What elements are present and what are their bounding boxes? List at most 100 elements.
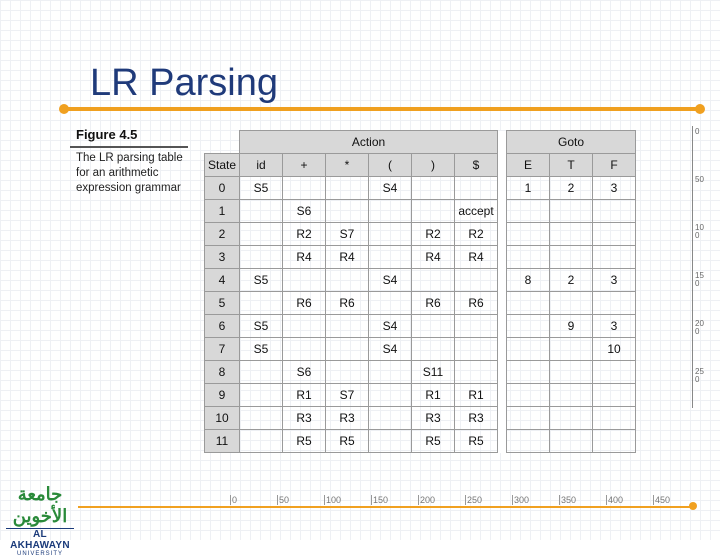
action-cell — [368, 429, 412, 453]
table-row: 3 R4 R4 R4 R4 — [204, 245, 636, 269]
vertical-ruler-label: 250 — [695, 367, 704, 384]
action-cell: S7 — [325, 383, 369, 407]
horizontal-ruler-label: 150 — [371, 495, 389, 505]
row-gap-cell — [497, 360, 507, 384]
footer-rule-dot — [689, 502, 697, 510]
action-cell — [454, 314, 498, 338]
action-column-header: $ — [454, 153, 498, 177]
action-cell — [325, 176, 369, 200]
table-row: 1 S6 accept — [204, 199, 636, 223]
vertical-ruler-label: 100 — [695, 223, 704, 240]
header-blank-cell — [205, 131, 240, 154]
row-gap-cell — [497, 222, 507, 246]
action-cell — [454, 268, 498, 292]
state-cell: 6 — [204, 314, 240, 338]
vertical-ruler-label: 0 — [695, 127, 700, 136]
action-cell — [325, 314, 369, 338]
footer-rule — [78, 506, 694, 508]
action-cell — [368, 406, 412, 430]
action-cell — [239, 245, 283, 269]
goto-cell: 2 — [549, 176, 593, 200]
goto-cell — [549, 245, 593, 269]
action-cell: R5 — [454, 429, 498, 453]
university-logo: جامعة الأخوين AL AKHAWAYN UNIVERSITY — [6, 484, 74, 557]
goto-cell — [506, 406, 550, 430]
action-cell: R2 — [454, 222, 498, 246]
action-cell: R4 — [411, 245, 455, 269]
rule-left-dot — [59, 104, 69, 114]
figure-caption: The LR parsing table for an arithmetic e… — [76, 152, 183, 194]
action-cell: R6 — [411, 291, 455, 315]
action-cell: S4 — [368, 314, 412, 338]
table-group-header-row: Action Goto — [205, 130, 636, 154]
action-cell — [239, 199, 283, 223]
goto-cell — [506, 360, 550, 384]
action-cell — [368, 222, 412, 246]
action-cell: R6 — [454, 291, 498, 315]
action-cell — [239, 291, 283, 315]
goto-cell — [592, 245, 636, 269]
goto-cell — [592, 383, 636, 407]
figure-rule — [70, 146, 188, 148]
action-cell — [325, 360, 369, 384]
goto-cell: 10 — [592, 337, 636, 361]
action-cell: R5 — [411, 429, 455, 453]
horizontal-ruler: 0 50 100 150 200 250 300 350 400 450 — [230, 495, 690, 505]
action-cell: S4 — [368, 268, 412, 292]
horizontal-ruler-label: 350 — [559, 495, 577, 505]
horizontal-ruler-label: 300 — [512, 495, 530, 505]
table-row: 8 S6 S11 — [204, 360, 636, 384]
goto-cell — [506, 291, 550, 315]
goto-cell — [506, 222, 550, 246]
row-gap-cell — [497, 245, 507, 269]
figure-label: Figure 4.5 — [76, 127, 138, 142]
action-cell: R4 — [454, 245, 498, 269]
action-cell: S6 — [282, 199, 326, 223]
action-cell: R3 — [454, 406, 498, 430]
goto-cell: 3 — [592, 314, 636, 338]
horizontal-ruler-label: 250 — [465, 495, 483, 505]
action-cell — [282, 314, 326, 338]
action-cell: R5 — [282, 429, 326, 453]
action-cell: S5 — [239, 176, 283, 200]
horizontal-ruler-label: 400 — [606, 495, 624, 505]
goto-column-header: E — [506, 153, 550, 177]
action-cell: R4 — [325, 245, 369, 269]
goto-cell — [549, 199, 593, 223]
row-gap-cell — [497, 406, 507, 430]
vertical-ruler-label: 200 — [695, 319, 704, 336]
action-cell: S5 — [239, 268, 283, 292]
goto-cell — [592, 406, 636, 430]
header-gap-cell — [497, 130, 507, 154]
state-cell: 1 — [204, 199, 240, 223]
action-cell — [282, 268, 326, 292]
goto-cell: 1 — [506, 176, 550, 200]
action-column-header: ( — [368, 153, 412, 177]
state-cell: 11 — [204, 429, 240, 453]
action-cell: R3 — [325, 406, 369, 430]
rule-right-dot — [695, 104, 705, 114]
goto-cell: 3 — [592, 268, 636, 292]
action-cell — [411, 268, 455, 292]
table-row: 2 R2 S7 R2 R2 — [204, 222, 636, 246]
vertical-ruler-label: 150 — [695, 271, 704, 288]
action-cell — [454, 337, 498, 361]
goto-cell — [549, 406, 593, 430]
goto-cell — [592, 199, 636, 223]
action-cell — [368, 245, 412, 269]
action-cell: R4 — [282, 245, 326, 269]
row-gap-cell — [497, 291, 507, 315]
action-column-header: * — [325, 153, 369, 177]
goto-cell — [592, 222, 636, 246]
lr-parsing-table: Action Goto State id + *() $ E T F 0 S5 S4 1 2 3 1 S6 acce… — [204, 130, 636, 453]
row-gap-cell — [497, 429, 507, 453]
state-cell: 0 — [204, 176, 240, 200]
action-cell — [368, 360, 412, 384]
row-gap-cell — [497, 268, 507, 292]
goto-cell: 8 — [506, 268, 550, 292]
goto-cell — [506, 337, 550, 361]
goto-cell — [506, 245, 550, 269]
action-cell — [239, 429, 283, 453]
goto-column-header: T — [549, 153, 593, 177]
action-cell — [239, 360, 283, 384]
